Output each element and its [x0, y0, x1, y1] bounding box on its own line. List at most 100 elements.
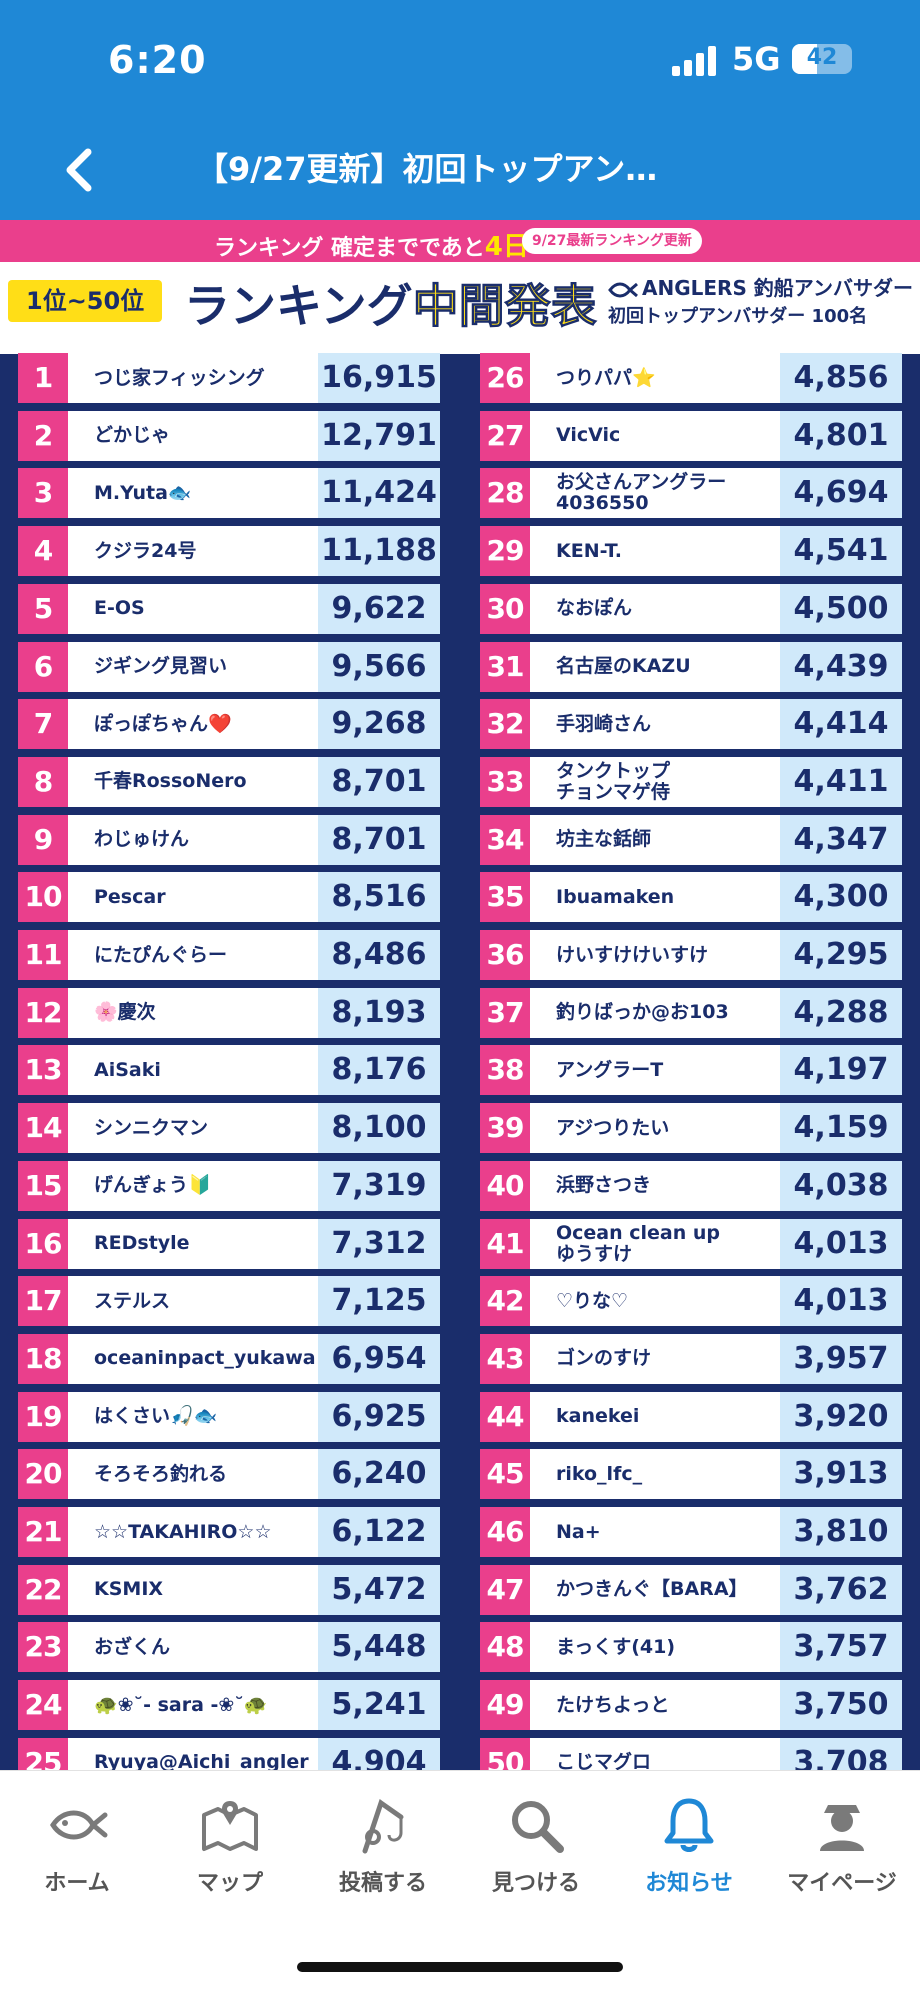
tab-map[interactable]: マップ — [155, 1793, 305, 1913]
player-name: 浜野さつき — [556, 1174, 652, 1197]
player-name: ♡りな♡ — [556, 1289, 629, 1312]
player-score: 3,750 — [780, 1680, 902, 1731]
tab-bar: ホーム マップ 投稿する 見つける お知らせ マイページ — [0, 1770, 920, 1991]
brand-name: ANGLERS 釣船アンバサダー — [642, 276, 914, 300]
player-score: 4,013 — [780, 1218, 902, 1269]
ranking-header: 1位~50位 ランキング中間発表 ANGLERS 釣船アンバサダー 初回トップア… — [0, 262, 920, 354]
tab-discover[interactable]: 見つける — [461, 1793, 611, 1913]
ranking-row: 19 はくさい🎣🐟 6,925 — [18, 1391, 440, 1442]
player-score: 4,541 — [780, 526, 902, 577]
player-name: クジラ24号 — [94, 539, 197, 562]
player-name: シンニクマン — [94, 1116, 209, 1139]
chevron-left-icon — [66, 148, 92, 192]
player-name: ぽっぽちゃん❤️ — [94, 712, 232, 735]
player-score: 7,312 — [318, 1218, 440, 1269]
player-name: 千春RossoNero — [94, 770, 247, 793]
update-tag: 9/27最新ランキング更新 — [522, 228, 702, 254]
rank-number: 29 — [480, 526, 530, 577]
battery-icon: 42 — [792, 44, 852, 74]
back-button[interactable] — [52, 138, 112, 202]
rank-number: 24 — [18, 1680, 68, 1731]
player-name: どかじゃ — [94, 424, 171, 447]
player-score: 4,439 — [780, 641, 902, 692]
player-score: 4,856 — [780, 353, 902, 403]
ranking-row: 42 ♡りな♡ 4,013 — [480, 1276, 902, 1327]
rank-number: 48 — [480, 1622, 530, 1673]
rank-number: 31 — [480, 641, 530, 692]
status-time: 6:20 — [108, 38, 207, 82]
ranking-row: 12 🌸慶次 8,193 — [18, 987, 440, 1038]
player-score: 8,486 — [318, 930, 440, 980]
rank-number: 35 — [480, 872, 530, 923]
player-name: たけちよっと — [556, 1693, 670, 1716]
tab-notifications-label: お知らせ — [645, 1871, 733, 1896]
ranking-title-b: 中間発表 — [412, 279, 597, 334]
ranking-row: 49 たけちよっと 3,750 — [480, 1680, 902, 1731]
ranking-row: 16 REDstyle 7,312 — [18, 1218, 440, 1269]
player-score: 9,268 — [318, 699, 440, 750]
player-name: こじマグロ — [556, 1751, 652, 1770]
player-name: 名古屋のKAZU — [556, 655, 691, 677]
player-score: 8,516 — [318, 872, 440, 923]
rank-number: 32 — [480, 699, 530, 750]
rank-number: 11 — [18, 930, 68, 980]
rank-number: 10 — [18, 872, 68, 923]
ranking-row: 34 坊主な銛師 4,347 — [480, 814, 902, 865]
player-score: 6,240 — [318, 1449, 440, 1500]
rank-number: 42 — [480, 1276, 530, 1327]
player-name: アングラーT — [556, 1058, 664, 1081]
ranking-row: 9 わじゅけん 8,701 — [18, 814, 440, 865]
rank-number: 33 — [480, 756, 530, 807]
ranking-row: 32 手羽崎さん 4,414 — [480, 699, 902, 750]
player-name: アジつりたい — [556, 1116, 670, 1139]
player-score: 5,448 — [318, 1622, 440, 1673]
rank-number: 27 — [480, 410, 530, 461]
rank-number: 7 — [18, 699, 68, 750]
player-name: 🌸慶次 — [94, 1001, 156, 1024]
player-name: けいすけけいすけ — [556, 943, 709, 966]
rank-number: 45 — [480, 1449, 530, 1500]
player-name: Ocean clean up ゆうすけ — [556, 1221, 721, 1265]
rank-number: 44 — [480, 1391, 530, 1442]
rank-number: 6 — [18, 641, 68, 692]
ranking-row: 15 げんぎょう🔰 7,319 — [18, 1160, 440, 1211]
tab-home[interactable]: ホーム — [2, 1793, 152, 1913]
battery-percent: 42 — [806, 45, 838, 70]
ranking-row: 37 釣りばっか@お103 4,288 — [480, 987, 902, 1038]
player-score: 3,708 — [780, 1737, 902, 1770]
player-score: 4,288 — [780, 987, 902, 1038]
player-score: 3,920 — [780, 1391, 902, 1442]
ranking-row: 24 🐢❀˘- sara -❀˘🐢 5,241 — [18, 1680, 440, 1731]
ranking-row: 31 名古屋のKAZU 4,439 — [480, 641, 902, 692]
player-name: Ryuya@Aichi_angler — [94, 1751, 309, 1770]
ranking-row: 48 まっくす(41) 3,757 — [480, 1622, 902, 1673]
network-label: 5G — [732, 40, 781, 78]
player-score: 9,622 — [318, 583, 440, 634]
ranking-title: ランキング中間発表 — [184, 270, 597, 336]
rank-number: 12 — [18, 987, 68, 1038]
rank-number: 3 — [18, 468, 68, 519]
player-score: 8,701 — [318, 814, 440, 865]
rank-number: 15 — [18, 1160, 68, 1211]
player-name: kanekei — [556, 1405, 640, 1428]
rank-number: 8 — [18, 756, 68, 807]
tab-mypage[interactable]: マイページ — [767, 1793, 917, 1913]
countdown-banner: ランキング 確定までであと4日 9/27最新ランキング更新 — [0, 220, 920, 262]
ranking-row: 26 つりパパ⭐ 4,856 — [480, 353, 902, 403]
player-name: 坊主な銛師 — [556, 828, 652, 851]
player-name: ジギング見習い — [94, 655, 228, 677]
ranking-image: ランキング 確定までであと4日 9/27最新ランキング更新 1位~50位 ランキ… — [0, 220, 920, 1770]
rank-number: 13 — [18, 1045, 68, 1096]
brand-subtitle: 初回トップアンバサダー 100名 — [608, 306, 868, 327]
player-name: 🐢❀˘- sara -❀˘🐢 — [94, 1693, 268, 1716]
ranking-row: 23 おざくん 5,448 — [18, 1622, 440, 1673]
tab-post[interactable]: 投稿する — [308, 1793, 458, 1913]
player-score: 6,954 — [318, 1333, 440, 1384]
ranking-row: 33 タンクトップ チョンマゲ侍 4,411 — [480, 756, 902, 807]
countdown-label: ランキング 確定までであと — [214, 236, 485, 261]
player-score: 4,414 — [780, 699, 902, 750]
tab-notifications[interactable]: お知らせ — [614, 1793, 764, 1913]
rank-number: 39 — [480, 1103, 530, 1154]
player-score: 3,757 — [780, 1622, 902, 1673]
